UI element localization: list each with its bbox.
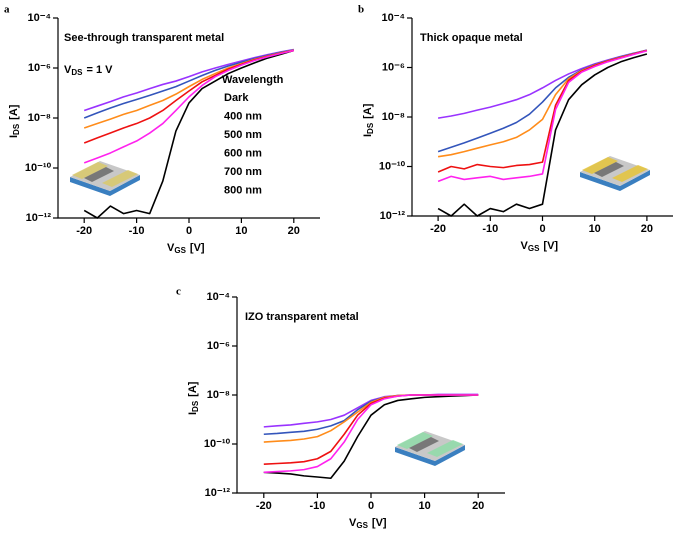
y-tick-label: 10⁻⁴ [382,12,405,24]
electrode [397,432,433,449]
legend-title: Wavelength [222,74,284,86]
y-axis-label: IDS [A] [362,103,375,137]
electrode [427,440,463,457]
channel [409,437,439,452]
y-tick-label: 10⁻⁸ [207,389,230,401]
curve [83,49,294,129]
y-tick-label: 10⁻¹⁰ [204,438,231,450]
x-tick-label: -10 [129,225,145,237]
annotation-part: DS [71,68,83,77]
y-axis-label-part: [A] [8,104,20,120]
electrode [102,170,138,187]
y-axis-label-part: I [362,134,374,137]
x-tick-label: 0 [539,223,545,235]
channel [594,162,624,177]
legend-entry: 400 nm [224,110,262,122]
x-tick-label: 20 [288,225,300,237]
electrode [72,162,108,179]
curve [437,49,648,153]
x-tick-label: 20 [641,223,653,235]
curve [83,49,294,119]
y-axis-label: IDS [A] [187,381,200,415]
x-axis-label-part: GS [356,521,368,530]
legend-entry: 800 nm [224,184,262,196]
y-tick-label: 10⁻⁸ [28,112,51,124]
x-axis-label: VGS [V] [167,242,205,255]
x-axis-label: VGS [V] [349,517,387,530]
x-axis-label-part: V [521,240,529,252]
y-tick-label: 10⁻⁶ [382,61,405,73]
x-tick-label: -20 [76,225,92,237]
x-axis-label-part: GS [174,246,186,255]
y-tick-label: 10⁻¹² [205,487,231,499]
device-illustration [70,161,140,196]
legend-entry: 700 nm [224,166,262,178]
substrate [395,445,465,466]
y-tick-label: 10⁻⁴ [28,12,51,24]
curve [83,49,295,219]
device-illustration [580,156,650,191]
x-axis-label-part: GS [528,244,540,253]
y-tick-label: 10⁻¹⁰ [379,160,406,172]
x-tick-label: 10 [418,500,430,512]
panel-label: c [176,286,181,298]
x-tick-label: 0 [186,225,192,237]
curve [437,53,648,217]
x-tick-label: -10 [482,223,498,235]
substrate [580,170,650,191]
y-axis-label-part: I [187,412,199,415]
legend-entry: Dark [224,92,249,104]
channel [84,167,114,182]
panel-title: Thick opaque metal [420,32,523,44]
x-axis-label-part: [V] [372,517,387,529]
y-tick-label: 10⁻⁶ [207,340,230,352]
x-tick-label: -10 [309,500,325,512]
panel-label: b [358,4,364,16]
y-tick-label: 10⁻⁸ [382,111,405,123]
curve [263,394,479,443]
y-tick-label: 10⁻¹² [380,210,406,222]
panel-title: See-through transparent metal [64,32,224,44]
device-illustration [395,431,465,466]
y-axis-label: IDS [A] [8,104,21,138]
x-tick-label: 20 [472,500,484,512]
y-axis-label-part: [A] [362,103,374,119]
x-tick-label: -20 [256,500,272,512]
axis-line [411,18,673,217]
electrode [582,157,618,174]
x-tick-label: -20 [430,223,446,235]
x-axis-label-part: [V] [190,242,205,254]
curve [83,49,294,164]
substrate [70,175,140,196]
annotation: VDS = 1 V [64,64,113,77]
y-tick-label: 10⁻¹² [26,212,52,224]
x-axis-label-part: V [349,517,357,529]
legend-entry: 600 nm [224,147,262,159]
curve [437,50,648,183]
x-axis-label-part: V [167,242,175,254]
x-tick-label: 10 [589,223,601,235]
y-tick-label: 10⁻¹⁰ [25,162,52,174]
y-axis-label-part: [A] [187,381,199,397]
annotation-part: V [64,64,72,76]
panel-label: a [4,4,10,16]
y-axis-label-part: DS [191,400,200,412]
legend-entry: 500 nm [224,129,262,141]
annotation-part: = 1 V [86,64,113,76]
x-tick-label: 0 [368,500,374,512]
y-tick-label: 10⁻⁶ [28,62,51,74]
x-tick-label: 10 [235,225,247,237]
curve [263,394,479,474]
y-axis-label-part: I [8,135,20,138]
curve [263,393,479,428]
electrode [612,165,648,182]
panel-title: IZO transparent metal [245,311,359,323]
x-axis-label-part: [V] [543,240,558,252]
curve [263,394,479,480]
y-axis-label-part: DS [12,123,21,135]
y-tick-label: 10⁻⁴ [207,291,230,303]
x-axis-label: VGS [V] [521,240,559,253]
y-axis-label-part: DS [366,122,375,134]
